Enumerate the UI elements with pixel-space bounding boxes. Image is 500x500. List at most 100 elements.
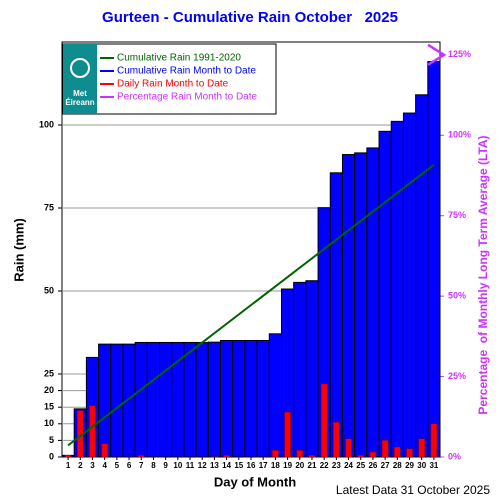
x-tick-label: 1 bbox=[66, 461, 71, 470]
daily-bar bbox=[223, 455, 230, 458]
y-tick-label: 100 bbox=[39, 119, 54, 129]
x-tick-label: 6 bbox=[127, 461, 132, 470]
cumulative-bar bbox=[354, 152, 368, 458]
daily-bar bbox=[296, 450, 304, 458]
x-tick-label: 20 bbox=[295, 461, 304, 470]
cumulative-bar bbox=[195, 341, 209, 458]
cumulative-bar bbox=[110, 343, 124, 458]
y-axis-title: Rain (mm) bbox=[11, 218, 26, 282]
daily-bar bbox=[418, 438, 425, 458]
daily-bar bbox=[284, 411, 291, 458]
daily-bar bbox=[333, 421, 340, 458]
x-tick-label: 23 bbox=[332, 461, 341, 470]
x-tick-label: 25 bbox=[356, 461, 365, 470]
cumulative-bar bbox=[256, 339, 270, 458]
cumulative-bar bbox=[146, 341, 161, 458]
cumulative-bar bbox=[366, 147, 380, 458]
x-tick-label: 30 bbox=[417, 461, 426, 470]
daily-bar bbox=[394, 446, 401, 458]
x-tick-label: 14 bbox=[222, 461, 231, 470]
x-tick-label: 18 bbox=[271, 461, 280, 470]
y-tick-label: 25 bbox=[44, 368, 54, 378]
legend-box bbox=[62, 43, 277, 115]
y-tick-label: 20 bbox=[44, 385, 54, 395]
x-tick-label: 2 bbox=[78, 461, 83, 470]
x-tick-label: 26 bbox=[368, 461, 377, 470]
y-tick-label: 5 bbox=[49, 435, 54, 445]
x-tick-label: 4 bbox=[102, 461, 107, 470]
x-tick-label: 22 bbox=[320, 461, 329, 470]
chart-title: Gurteen - Cumulative Rain October 2025 bbox=[102, 9, 398, 26]
x-tick-label: 15 bbox=[234, 461, 243, 470]
daily-bar bbox=[381, 440, 389, 458]
footer: Latest Data 31 October 2025 bbox=[336, 483, 490, 497]
cumulative-bar bbox=[305, 280, 319, 458]
y2-tick-label: 0% bbox=[448, 451, 461, 461]
x-tick-label: 31 bbox=[429, 461, 438, 470]
cumulative-bar bbox=[378, 130, 392, 458]
y2-tick-label: 25% bbox=[448, 371, 466, 381]
cumulative-bar bbox=[220, 339, 234, 458]
daily-bar bbox=[345, 438, 352, 458]
x-tick-label: 7 bbox=[139, 461, 144, 470]
daily-bar bbox=[320, 383, 328, 458]
cumulative-bar bbox=[207, 341, 222, 458]
x-tick-label: 12 bbox=[198, 461, 207, 470]
cumulative-bar bbox=[159, 341, 173, 458]
x-axis-title: Day of Month bbox=[214, 474, 296, 489]
x-tick-label: 9 bbox=[163, 461, 168, 470]
y2-tick-label: 100% bbox=[448, 130, 471, 140]
x-tick-label: 28 bbox=[393, 461, 402, 470]
daily-bar bbox=[272, 450, 279, 458]
daily-bar bbox=[138, 455, 145, 458]
cumulative-bar bbox=[341, 154, 356, 458]
cumulative-bar bbox=[183, 341, 197, 458]
x-tick-label: 5 bbox=[115, 461, 120, 470]
daily-bar bbox=[406, 448, 413, 458]
y-tick-label: 15 bbox=[44, 402, 54, 412]
logo bbox=[63, 44, 97, 114]
x-tick-label: 8 bbox=[151, 461, 156, 470]
y2-axis-title: Percentage of Monthly Long Term Average … bbox=[476, 135, 490, 414]
x-tick-label: 11 bbox=[186, 461, 195, 470]
y2-tick-label: 75% bbox=[448, 210, 466, 220]
daily-bar bbox=[430, 423, 438, 458]
y-tick-label: 0 bbox=[49, 451, 54, 461]
x-tick-label: 10 bbox=[173, 461, 182, 470]
daily-bar bbox=[308, 455, 316, 458]
percentage-marker bbox=[427, 43, 447, 66]
logo-text: Met bbox=[73, 89, 87, 98]
legend-label: Cumulative Rain Month to Date bbox=[117, 66, 256, 77]
cumulative-bar bbox=[329, 172, 343, 458]
daily-bar bbox=[357, 455, 364, 458]
cumulative-bar bbox=[427, 61, 441, 458]
daily-bar bbox=[101, 443, 108, 458]
logo-text: Éireann bbox=[65, 98, 94, 107]
lta-line bbox=[67, 164, 435, 447]
logo-swirl bbox=[70, 58, 90, 78]
cumulative-bar bbox=[244, 339, 258, 458]
cumulative-bar bbox=[415, 94, 429, 458]
cumulative-bar bbox=[402, 112, 417, 458]
x-tick-label: 27 bbox=[381, 461, 390, 470]
daily-bar bbox=[369, 451, 377, 458]
legend-label: Daily Rain Month to Date bbox=[117, 79, 229, 90]
x-tick-label: 19 bbox=[283, 461, 292, 470]
y-tick-label: 75 bbox=[44, 202, 54, 212]
y2-tick-label: 125% bbox=[448, 49, 471, 59]
cumulative-bar bbox=[390, 120, 404, 458]
daily-bar bbox=[64, 455, 72, 458]
cumulative-bar bbox=[293, 281, 307, 458]
x-tick-label: 16 bbox=[247, 461, 256, 470]
cumulative-bar bbox=[98, 343, 112, 458]
cumulative-bar bbox=[232, 339, 246, 458]
x-tick-label: 24 bbox=[344, 461, 353, 470]
legend-label: Percentage Rain Month to Date bbox=[117, 92, 258, 103]
x-tick-label: 29 bbox=[405, 461, 414, 470]
cumulative-bar bbox=[268, 333, 282, 458]
y2-tick-label: 50% bbox=[448, 291, 466, 301]
x-tick-label: 13 bbox=[210, 461, 219, 470]
y-tick-label: 10 bbox=[44, 418, 54, 428]
